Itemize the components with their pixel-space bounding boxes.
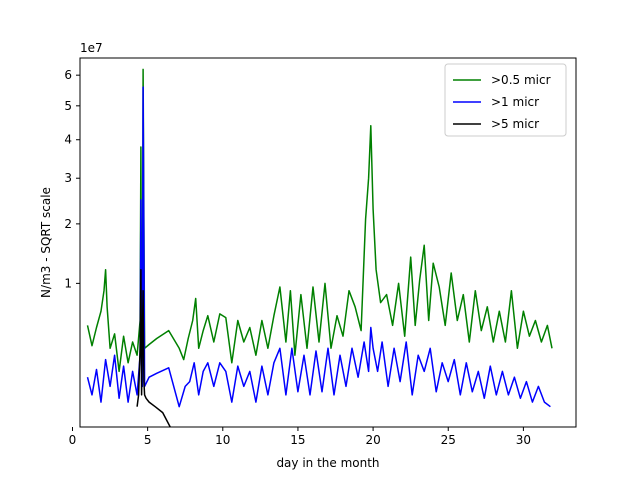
plot-frame — [79, 57, 577, 428]
y-axis-label: N/m3 - SQRT scale — [39, 187, 53, 298]
x-tick-label-6: 30 — [516, 433, 531, 447]
x-tick-label-5: 25 — [441, 433, 456, 447]
x-tick-label-1: 5 — [144, 433, 152, 447]
x-tick-label-0: 0 — [69, 433, 77, 447]
x-tick-label-4: 20 — [365, 433, 380, 447]
y-tick-label-4: 5 — [64, 99, 72, 113]
legend-label-2: >5 micr — [491, 117, 539, 131]
y-axis: 1 2 3 4 5 6 — [64, 68, 80, 290]
y-tick-label-2: 3 — [64, 171, 72, 185]
legend-label-0: >0.5 micr — [491, 73, 551, 87]
legend-label-1: >1 micr — [491, 95, 539, 109]
series-line-2 — [136, 268, 171, 427]
y-multiplier-label: 1e7 — [80, 41, 103, 55]
y-tick-label-1: 2 — [64, 217, 72, 231]
legend: >0.5 micr >1 micr >5 micr — [444, 63, 567, 137]
y-tick-label-3: 4 — [64, 133, 72, 147]
legend-box — [444, 63, 567, 137]
y-tick-label-0: 1 — [64, 276, 72, 290]
x-axis: 0 5 10 15 20 25 30 — [69, 427, 531, 447]
y-tick-label-5: 6 — [64, 68, 72, 82]
x-tick-label-3: 15 — [290, 433, 305, 447]
x-tick-label-2: 10 — [215, 433, 230, 447]
x-axis-label: day in the month — [276, 456, 379, 470]
series-layer — [86, 68, 553, 427]
